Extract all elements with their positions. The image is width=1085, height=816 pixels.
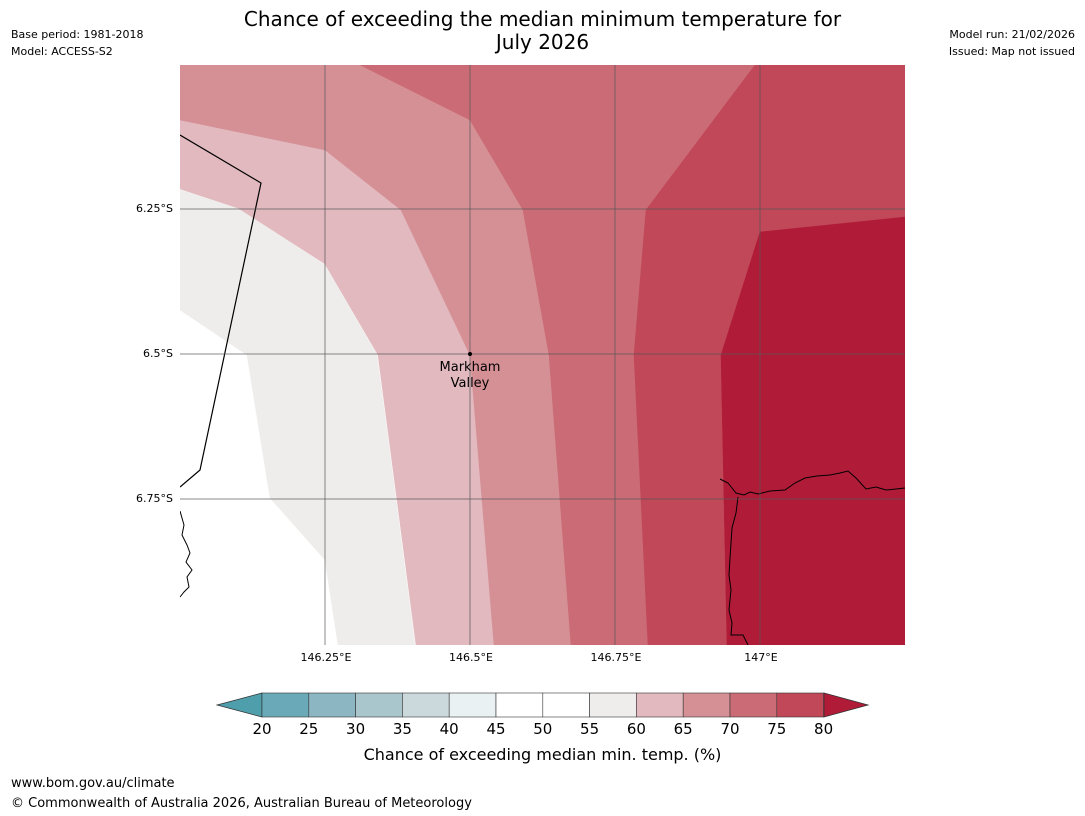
title-line-2: July 2026 — [495, 30, 590, 54]
colorbar-tick-label: 25 — [299, 720, 319, 738]
colorbar-segment — [495, 692, 544, 718]
place-name-line-1: Markham — [439, 360, 501, 375]
colorbar-tick-label: 45 — [486, 720, 506, 738]
colorbar-segment — [776, 692, 824, 718]
colorbar-tick-label: 20 — [252, 720, 272, 738]
lat-label-6-75: 6.75°S — [136, 492, 173, 505]
colorbar-segment — [402, 692, 450, 718]
place-label: Markham Valley — [420, 360, 520, 392]
lon-label-146-25: 146.25°E — [300, 651, 352, 664]
map-title: Chance of exceeding the median minimum t… — [0, 8, 1085, 54]
coastline-west — [180, 510, 193, 598]
colorbar-segment — [308, 692, 356, 718]
colorbar — [216, 692, 870, 718]
footer-url: www.bom.gov.au/climate — [11, 776, 175, 791]
colorbar-tick-label: 80 — [814, 720, 834, 738]
lat-label-6-5: 6.5°S — [143, 347, 173, 360]
colorbar-segment — [589, 692, 637, 718]
model-text: Model: ACCESS-S2 — [11, 45, 113, 58]
title-line-1: Chance of exceeding the median minimum t… — [243, 7, 842, 31]
issued-text: Issued: Map not issued — [948, 45, 1075, 58]
colorbar-tick-label: 55 — [580, 720, 600, 738]
colorbar-segment — [355, 692, 403, 718]
meta-right: Model run: 21/02/2026 Issued: Map not is… — [949, 26, 1075, 60]
zone-55-60 — [180, 189, 416, 645]
colorbar-segment — [636, 692, 684, 718]
colorbar-over-arrow — [823, 692, 870, 718]
zone-80-plus — [720, 216, 905, 645]
place-name-line-2: Valley — [450, 376, 490, 391]
meta-left: Base period: 1981-2018 Model: ACCESS-S2 — [11, 26, 143, 60]
lon-label-146-75: 146.75°E — [590, 651, 642, 664]
colorbar-tick-label: 30 — [346, 720, 366, 738]
place-marker — [468, 352, 472, 356]
base-period-text: Base period: 1981-2018 — [11, 28, 144, 41]
lat-label-6-25: 6.25°S — [136, 202, 173, 215]
colorbar-tick-label: 40 — [439, 720, 459, 738]
colorbar-tick-label: 70 — [720, 720, 740, 738]
colorbar-under-arrow — [216, 692, 263, 718]
colorbar-segments — [261, 692, 824, 718]
model-run-text: Model run: 21/02/2026 — [949, 28, 1075, 41]
province-boundary — [180, 134, 262, 488]
colorbar-label: Chance of exceeding median min. temp. (%… — [363, 745, 722, 764]
colorbar-segment — [448, 692, 497, 718]
colorbar-segment — [729, 692, 778, 718]
graticule — [180, 65, 905, 645]
colorbar-segment — [542, 692, 590, 718]
colorbar-segment — [682, 692, 731, 718]
lon-label-146-5: 146.5°E — [449, 651, 493, 664]
footer-copyright: © Commonwealth of Australia 2026, Austra… — [11, 796, 472, 811]
colorbar-segment — [261, 692, 310, 718]
forecast-map — [180, 65, 905, 645]
colorbar-tick-label: 35 — [392, 720, 412, 738]
coastline-east-south — [728, 496, 749, 645]
lon-label-147: 147°E — [744, 651, 778, 664]
colorbar-tick-label: 60 — [626, 720, 646, 738]
coastline-east — [719, 470, 905, 496]
colorbar-tick-label: 50 — [533, 720, 553, 738]
colorbar-tick-label: 65 — [673, 720, 693, 738]
colorbar-tick-label: 75 — [767, 720, 787, 738]
